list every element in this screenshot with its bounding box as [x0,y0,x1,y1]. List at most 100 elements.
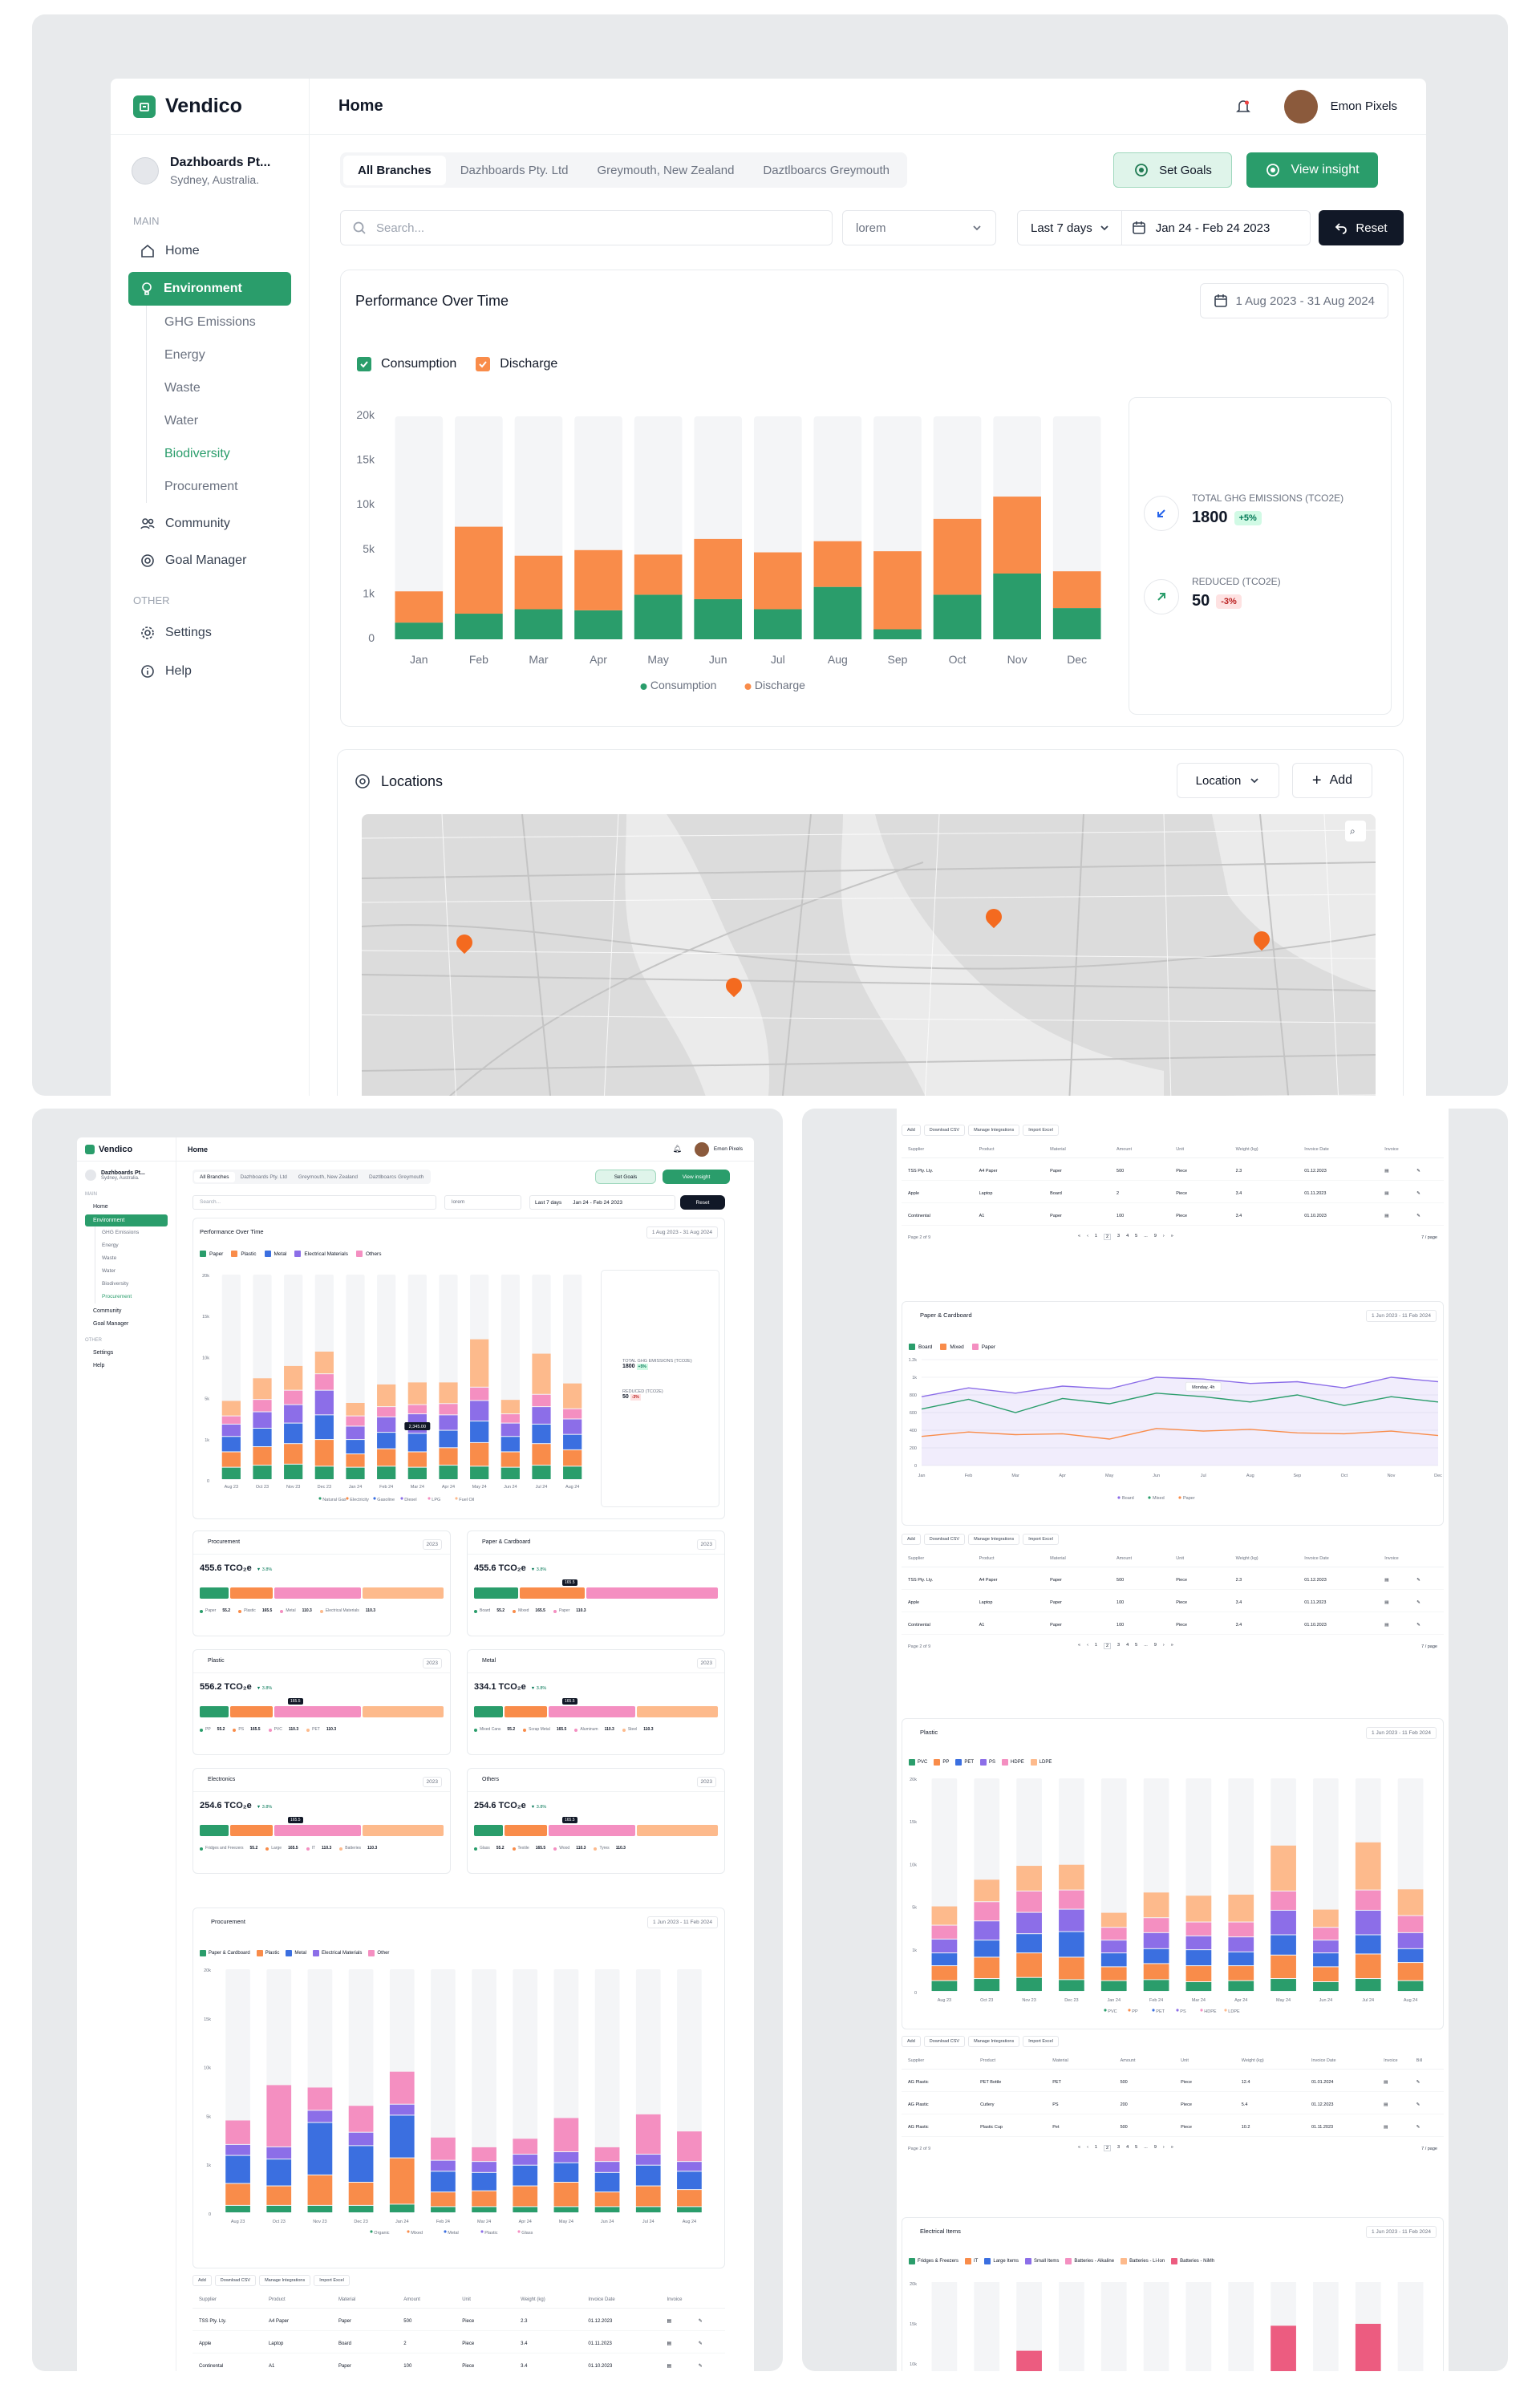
sub-item-ghg[interactable]: GHG Emissions [164,315,256,329]
edit-icon[interactable]: ✎ [1416,2124,1420,2130]
table-action-button[interactable]: Download CSV [923,2036,966,2047]
edit-icon[interactable]: ✎ [1416,1213,1420,1218]
page-button[interactable]: 5 [1135,2145,1138,2150]
invoice-icon[interactable]: ▤ [667,2341,672,2346]
avatar[interactable] [1283,89,1318,124]
page-button[interactable]: 5 [1135,1643,1138,1648]
board-checkbox[interactable] [909,1344,915,1350]
map[interactable] [362,814,1376,1096]
invoice-icon[interactable]: ▤ [1384,2102,1388,2107]
sidebar-item-help[interactable]: Help [140,659,309,683]
series-checkbox[interactable] [1121,2258,1128,2264]
series-checkbox[interactable] [909,2258,915,2264]
edit-icon[interactable]: ✎ [1416,1599,1420,1605]
page-button[interactable]: 1 [1094,2145,1097,2150]
tab-dazhboards[interactable]: Dazhboards Pty. Ltd [240,1174,287,1180]
per-page-select[interactable]: 7 / page [1421,1644,1437,1649]
sidebar-item-settings[interactable]: Settings [140,621,309,645]
mixed-checkbox[interactable] [940,1344,947,1350]
page-button[interactable]: 4 [1126,2145,1129,2150]
sub-item-biodiversity[interactable]: Biodiversity [102,1281,129,1287]
page-button[interactable]: 3 [1117,2145,1121,2150]
page-button[interactable]: › [1162,1234,1165,1239]
edit-icon[interactable]: ✎ [1416,1622,1420,1628]
sidebar-item-environment[interactable]: Environment [128,272,291,306]
invoice-icon[interactable]: ▤ [1384,1599,1389,1605]
invoice-icon[interactable]: ▤ [1384,2124,1388,2130]
series-checkbox[interactable] [1171,2258,1178,2264]
table-action-button[interactable]: Add [192,2275,212,2286]
year-badge[interactable]: 2023 [422,1658,442,1668]
page-button[interactable]: « [1078,1234,1081,1239]
page-button[interactable]: ... [1144,1234,1148,1239]
series-checkbox[interactable] [1030,1759,1037,1766]
table-action-button[interactable]: Download CSV [923,1125,966,1136]
table-action-button[interactable]: Manage Integrations [259,2275,311,2286]
sub-item-procurement[interactable]: Procurement [164,480,238,493]
add-location-button[interactable]: + Add [1292,763,1372,798]
year-badge[interactable]: 2023 [696,1777,716,1787]
invoice-icon[interactable]: ▤ [1384,2079,1388,2085]
invoice-icon[interactable]: ▤ [667,2364,672,2369]
series-checkbox[interactable] [965,2258,972,2264]
page-button[interactable]: › [1162,2145,1165,2150]
page-button[interactable]: 9 [1153,2145,1157,2150]
year-badge[interactable]: 2023 [422,1777,442,1787]
others-checkbox[interactable] [355,1251,363,1257]
paper-checkbox[interactable] [971,1344,979,1350]
table-action-button[interactable]: Import Excel [1023,1534,1059,1545]
avatar[interactable] [694,1141,709,1157]
edit-icon[interactable]: ✎ [1416,1577,1420,1583]
page-button[interactable]: 9 [1153,1643,1157,1648]
sub-item-energy[interactable]: Energy [164,348,205,362]
table-action-button[interactable]: Add [902,1534,921,1545]
table-action-button[interactable]: Download CSV [214,2275,257,2286]
consumption-checkbox[interactable] [357,357,371,371]
search-box[interactable]: Search... [340,210,833,245]
reset-button[interactable]: Reset [680,1195,725,1210]
sidebar-item-goal-manager[interactable]: Goal Manager [140,545,309,577]
page-button[interactable]: 2 [1103,2145,1112,2151]
page-button[interactable]: « [1078,1643,1081,1648]
edit-icon[interactable]: ✎ [1416,2102,1420,2107]
table-action-button[interactable]: Manage Integrations [968,1125,1020,1136]
page-button[interactable]: 4 [1126,1234,1129,1239]
paper-checkbox[interactable] [200,1251,206,1257]
sub-item-water[interactable]: Water [164,414,199,428]
page-button[interactable]: 1 [1094,1643,1097,1648]
view-insight-button[interactable]: View insight [1246,152,1378,188]
per-page-select[interactable]: 7 / page [1421,1235,1437,1240]
discharge-checkbox[interactable] [476,357,491,371]
date-range-picker[interactable]: 1 Aug 2023 - 31 Aug 2024 [1199,283,1388,318]
year-badge[interactable]: 2023 [696,1539,716,1550]
edit-icon[interactable]: ✎ [1416,2079,1420,2085]
lorem-select[interactable]: lorem [842,210,996,245]
series-checkbox[interactable] [1065,2258,1072,2264]
set-goals-button[interactable]: Set Goals [595,1170,656,1184]
series-checkbox[interactable] [955,1759,962,1766]
bell-icon[interactable]: 🔔︎ [672,1145,682,1153]
page-button[interactable]: 4 [1126,1643,1129,1648]
series-checkbox[interactable] [368,1950,375,1956]
page-button[interactable]: › [1162,1643,1165,1648]
page-button[interactable]: 2 [1103,1234,1112,1240]
sidebar-item-environment[interactable]: Environment [85,1214,168,1226]
page-button[interactable]: » [1170,2145,1173,2150]
page-button[interactable]: 3 [1117,1643,1121,1648]
tab-daztlboarcs[interactable]: Daztlboarcs Greymouth [368,1174,424,1180]
page-button[interactable]: ‹ [1087,1643,1088,1648]
tab-all-branches[interactable]: All Branches [194,1171,235,1182]
edit-icon[interactable]: ✎ [698,2341,703,2346]
edit-icon[interactable]: ✎ [1416,1168,1420,1174]
bell-icon[interactable] [1234,98,1252,116]
sidebar-item-home[interactable]: Home [93,1204,108,1210]
metal-checkbox[interactable] [264,1251,271,1257]
sidebar-item-community[interactable]: Community [140,508,309,540]
tab-dazhboards[interactable]: Dazhboards Pty. Ltd [460,163,569,177]
tab-all-branches[interactable]: All Branches [343,155,446,185]
date-filter[interactable]: Last 7 days Jan 24 - Feb 24 2023 [1017,210,1311,245]
page-button[interactable]: 3 [1117,1234,1121,1239]
search-input[interactable]: Search... [192,1195,436,1210]
page-button[interactable]: ‹ [1087,1234,1088,1239]
set-goals-button[interactable]: Set Goals [1113,152,1232,188]
